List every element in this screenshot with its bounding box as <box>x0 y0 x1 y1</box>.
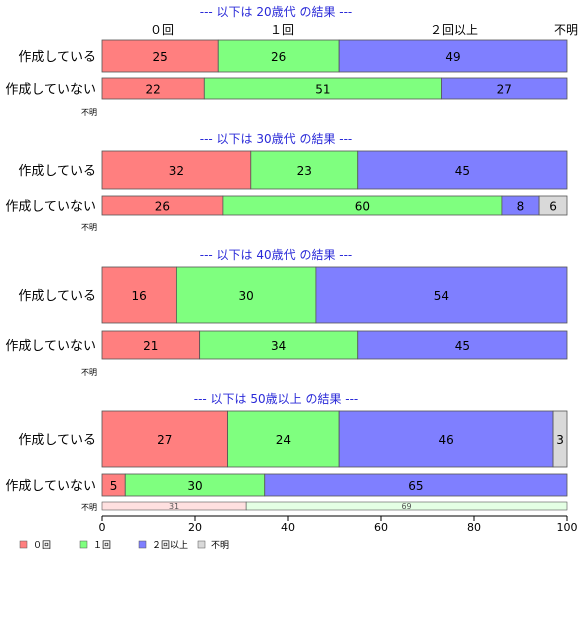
row-label: 作成していない <box>5 339 96 354</box>
x-axis-tick-label: 40 <box>281 521 295 534</box>
bar-segment <box>101 410 228 468</box>
bar-value-label: 30 <box>187 479 202 493</box>
bar-value-label: 49 <box>445 50 460 64</box>
top-category-label: 不明 <box>554 23 578 37</box>
row-label: 作成している <box>18 50 96 65</box>
bar-value-label: 32 <box>169 164 184 178</box>
bar-value-label: 34 <box>271 339 286 353</box>
legend-label: ２回以上 <box>152 540 188 551</box>
row-label: 作成している <box>18 289 96 304</box>
bar-value-label: 16 <box>132 289 147 303</box>
x-axis-tick-label: 20 <box>188 521 202 534</box>
bar-value-label: 51 <box>315 83 330 97</box>
bar-value-label: 60 <box>355 200 370 214</box>
row-label: 作成していない <box>5 83 96 98</box>
row-label: 作成していない <box>5 479 96 494</box>
legend-swatch <box>19 540 28 549</box>
legend-swatch <box>79 540 88 549</box>
bar-segment <box>338 410 554 468</box>
top-category-label: １回 <box>270 23 294 37</box>
top-category-label: ２回以上 <box>430 23 478 37</box>
legend-label: 不明 <box>211 540 229 551</box>
bar-value-label: 46 <box>438 433 453 447</box>
bar-value-label: 27 <box>497 83 512 97</box>
bar-segment <box>538 195 568 216</box>
unknown-label: 不明 <box>81 368 97 377</box>
bar-value-label: 23 <box>297 164 312 178</box>
x-axis-tick-label: 80 <box>467 521 481 534</box>
bar-segment <box>175 266 317 324</box>
x-axis-tick-label: 0 <box>99 521 106 534</box>
legend-swatch <box>197 540 206 549</box>
group-title: --- 以下は 40歳代 の結果 --- <box>200 248 353 262</box>
group-title: --- 以下は 20歳代 の結果 --- <box>200 5 353 19</box>
bar-segment <box>199 330 359 360</box>
bar-value-label: 6 <box>549 200 557 214</box>
bar-segment <box>552 410 568 468</box>
bar-value-label: 22 <box>146 83 161 97</box>
bar-value-label: 26 <box>155 200 170 214</box>
bar-segment <box>441 77 568 100</box>
row-label: 作成していない <box>5 200 96 215</box>
bar-value-label: 27 <box>157 433 172 447</box>
unknown-strip-value: 31 <box>169 502 179 511</box>
top-category-label: ０回 <box>150 23 174 37</box>
unknown-strip-segment <box>245 501 568 511</box>
x-axis-tick-label: 60 <box>374 521 388 534</box>
group-title: --- 以下は 50歳以上 の結果 --- <box>194 392 359 406</box>
bar-segment <box>315 266 568 324</box>
bar-segment <box>227 410 340 468</box>
bar-value-label: 24 <box>276 433 291 447</box>
bar-segment <box>101 39 219 73</box>
x-axis-tick-label: 100 <box>557 521 578 534</box>
bar-value-label: 3 <box>556 433 564 447</box>
legend-label: ０回 <box>33 540 51 551</box>
bar-value-label: 25 <box>152 50 167 64</box>
unknown-strip-value: 69 <box>401 502 411 511</box>
bar-segment <box>357 150 568 190</box>
bar-value-label: 30 <box>239 289 254 303</box>
bar-value-label: 8 <box>517 200 525 214</box>
bar-segment <box>101 330 201 360</box>
legend-label: １回 <box>93 540 111 551</box>
bar-value-label: 5 <box>110 479 118 493</box>
row-label: 作成している <box>18 164 96 179</box>
legend-swatch <box>138 540 147 549</box>
unknown-label: 不明 <box>81 223 97 232</box>
bar-segment <box>217 39 340 73</box>
group-title: --- 以下は 30歳代 の結果 --- <box>200 132 353 146</box>
bar-segment <box>101 150 252 190</box>
row-label: 作成している <box>18 433 96 448</box>
bar-value-label: 45 <box>455 339 470 353</box>
unknown-label: 不明 <box>81 108 97 117</box>
bar-segment <box>357 330 568 360</box>
bar-segment <box>250 150 359 190</box>
bar-value-label: 21 <box>143 339 158 353</box>
bar-segment <box>338 39 568 73</box>
unknown-label: 不明 <box>81 503 97 512</box>
bar-value-label: 45 <box>455 164 470 178</box>
bar-segment <box>264 473 568 497</box>
bar-value-label: 65 <box>408 479 423 493</box>
bar-value-label: 54 <box>434 289 449 303</box>
bar-value-label: 26 <box>271 50 286 64</box>
